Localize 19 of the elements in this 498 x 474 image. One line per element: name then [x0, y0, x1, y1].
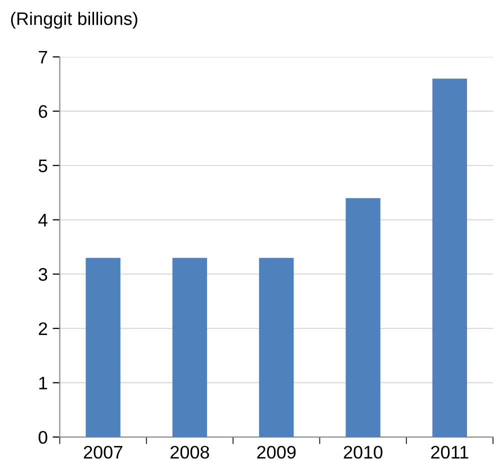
y-tick-label: 2 — [38, 322, 48, 335]
bar — [259, 258, 294, 438]
x-tick-label: 2010 — [344, 446, 382, 459]
bar — [346, 198, 380, 438]
x-tick-label: 2009 — [257, 446, 296, 459]
bar — [432, 78, 468, 438]
y-tick-label: 7 — [38, 51, 48, 64]
x-tick-label: 2011 — [431, 446, 468, 459]
y-tick-label: 6 — [38, 105, 48, 118]
y-tick-label: 3 — [38, 268, 48, 281]
x-tick-label: 2007 — [84, 446, 122, 459]
y-tick-label: 4 — [38, 214, 48, 226]
bar — [172, 258, 208, 438]
x-tick-label: 2008 — [170, 446, 210, 459]
y-axis-title: (Ringgit billions) — [11, 12, 138, 29]
bar — [86, 258, 120, 438]
y-tick-label: 0 — [38, 430, 48, 444]
y-tick-label: 1 — [39, 376, 48, 390]
y-tick-label: 5 — [38, 160, 48, 172]
